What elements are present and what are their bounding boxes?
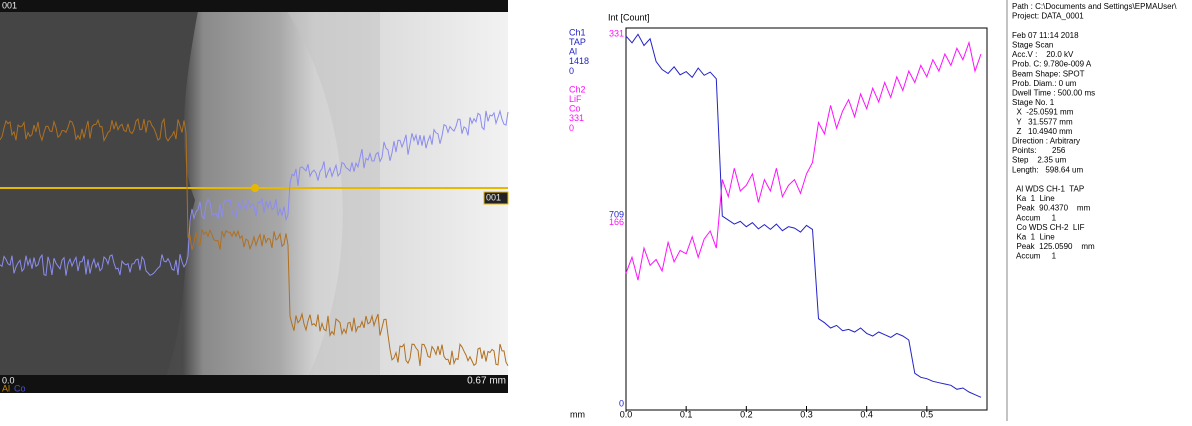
x-tick-label: 0.0 bbox=[620, 409, 633, 419]
micrograph: 001 001 0.0 0.67 mm Al Co bbox=[0, 0, 509, 393]
y2-tick-label: 331 bbox=[609, 28, 624, 38]
series-line bbox=[625, 33, 982, 398]
legend-max: 331 bbox=[569, 113, 584, 123]
info-line: Prob. Diam.: 0 um bbox=[1012, 79, 1077, 88]
info-line: Ka 1 Line bbox=[1012, 194, 1055, 203]
legend-element: Co bbox=[569, 104, 581, 114]
info-line: Acc.V : 20.0 kV bbox=[1012, 50, 1074, 59]
info-line: Path : C:\Documents and Settings\EPMAUse… bbox=[1012, 2, 1177, 11]
legend-name: Ch2 bbox=[569, 84, 586, 94]
y-label: Int [Count] bbox=[608, 12, 650, 22]
x-tick-label: 0.3 bbox=[800, 409, 813, 419]
info-line: Project: DATA_0001 bbox=[1012, 12, 1084, 21]
top-bar bbox=[0, 0, 508, 12]
dark-phase bbox=[0, 0, 200, 393]
line-label-box bbox=[483, 191, 509, 205]
info-line: Peak 125.0590 mm bbox=[1012, 242, 1095, 251]
y-tick-label: 709 bbox=[609, 209, 624, 219]
overlay bbox=[0, 109, 509, 367]
bottom-bar bbox=[0, 375, 508, 393]
info-line: Length: 598.64 um bbox=[1012, 165, 1084, 174]
legend-max: 1418 bbox=[569, 56, 589, 66]
legend-min: 0 bbox=[569, 123, 574, 133]
legend-channel: LiF bbox=[569, 94, 582, 104]
info-line: Prob. C: 9.780e-009 A bbox=[1012, 60, 1092, 69]
x-tick-label: 0.2 bbox=[740, 409, 753, 419]
info-line: Peak 90.4370 mm bbox=[1012, 204, 1091, 213]
overlay-trace bbox=[0, 109, 509, 276]
legend-2: Co bbox=[14, 383, 26, 393]
scale-start: 0.0 bbox=[2, 375, 15, 385]
x-tick-label: 0.1 bbox=[680, 409, 693, 419]
y-tick-label: 0 bbox=[619, 398, 624, 408]
info-line: Stage No. 1 bbox=[1012, 98, 1055, 107]
scan-marker bbox=[251, 184, 259, 192]
info-line: Co WDS CH-2 LIF bbox=[1012, 223, 1085, 232]
series-line bbox=[625, 40, 982, 281]
legend-channel: TAP bbox=[569, 37, 586, 47]
info-line: Ka 1 Line bbox=[1012, 233, 1055, 242]
scale-end: 0.67 mm bbox=[467, 376, 506, 387]
legend-element: Al bbox=[569, 47, 577, 57]
info-line: Points: 256 bbox=[1012, 146, 1066, 155]
info-line: Stage Scan bbox=[1012, 41, 1053, 50]
info-line: Accum 1 bbox=[1012, 213, 1057, 222]
info-line: Al WDS CH-1 TAP bbox=[1012, 185, 1084, 194]
x-tick-label: 0.4 bbox=[860, 409, 873, 419]
legend-min: 0 bbox=[569, 66, 574, 76]
y2-tick-label: 166 bbox=[609, 217, 624, 227]
plot-frame bbox=[625, 27, 988, 411]
info-line: X -25.0591 mm bbox=[1012, 108, 1074, 117]
legend-name: Ch1 bbox=[569, 27, 586, 37]
info-line: Beam Shape: SPOT bbox=[1012, 69, 1085, 78]
image-label: 001 bbox=[2, 0, 17, 10]
info-line: Direction : Arbitrary bbox=[1012, 137, 1080, 146]
legend-1: Al bbox=[2, 383, 10, 393]
info-panel: Path : C:\Documents and Settings\EPMAUse… bbox=[1012, 2, 1177, 261]
info-line: Z 10.4940 mm bbox=[1012, 127, 1073, 136]
halo bbox=[280, 0, 380, 393]
overlay-trace bbox=[0, 117, 509, 367]
x-label: mm bbox=[570, 409, 585, 419]
info-line: Y 31.5577 mm bbox=[1012, 117, 1073, 126]
info-line: Feb 07 11:14 2018 bbox=[1012, 31, 1079, 40]
x-tick-label: 0.5 bbox=[921, 409, 934, 419]
info-line: Step 2.35 um bbox=[1012, 156, 1067, 165]
info-line: Dwell Time : 500.00 ms bbox=[1012, 89, 1095, 98]
line-label: 001 bbox=[486, 192, 501, 202]
info-line: Accum 1 bbox=[1012, 252, 1057, 261]
